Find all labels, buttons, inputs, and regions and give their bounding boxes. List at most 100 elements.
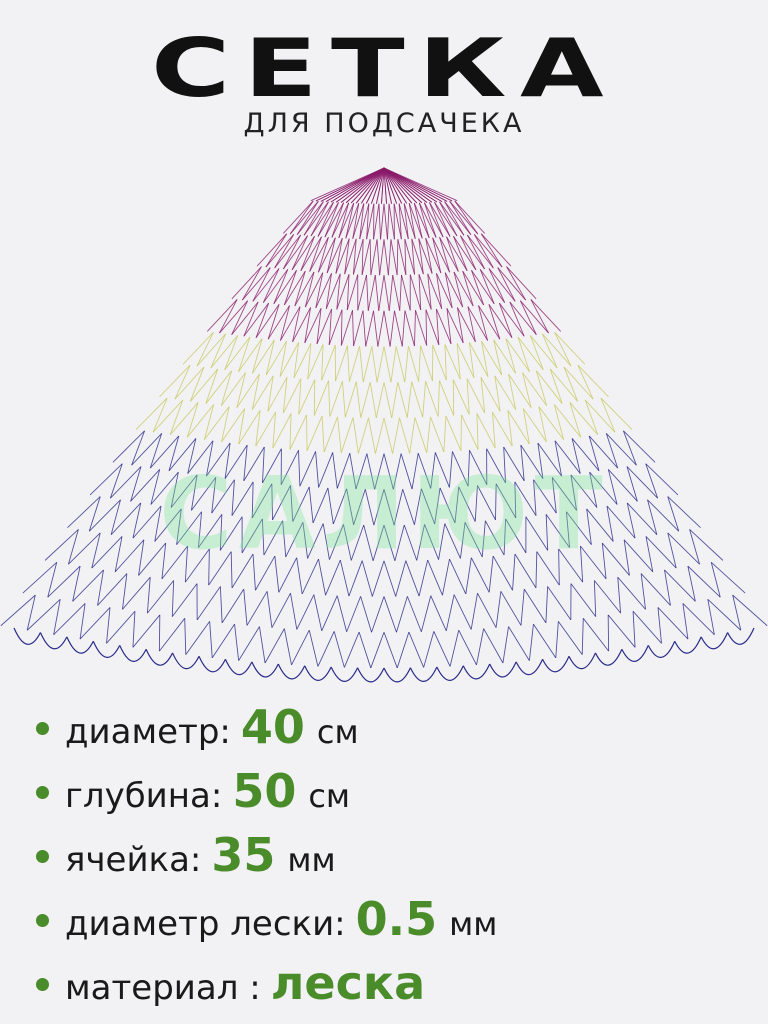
net-strand bbox=[480, 377, 486, 413]
net-strand bbox=[122, 576, 151, 610]
net-strand bbox=[301, 558, 319, 595]
net-strand bbox=[647, 499, 658, 535]
net-strand bbox=[554, 440, 581, 474]
net-strand bbox=[267, 377, 288, 412]
net-strand bbox=[168, 435, 180, 471]
net-strand bbox=[383, 167, 393, 204]
net-strand bbox=[209, 621, 213, 658]
net-strand bbox=[446, 236, 459, 272]
net-strand bbox=[366, 203, 370, 240]
net-strand bbox=[557, 621, 583, 655]
net-strand bbox=[345, 167, 385, 204]
net-strand bbox=[282, 378, 302, 414]
bullet-icon bbox=[36, 786, 49, 799]
net-strand bbox=[443, 415, 447, 453]
net-strand bbox=[444, 344, 461, 380]
net-strand bbox=[205, 368, 219, 404]
net-strand bbox=[645, 463, 679, 496]
net-strand bbox=[352, 203, 365, 239]
net-strand bbox=[362, 346, 373, 383]
net-strand bbox=[256, 233, 288, 267]
net-strand bbox=[296, 557, 303, 595]
net-strand bbox=[588, 435, 619, 469]
net-strand bbox=[505, 518, 527, 554]
net-strand bbox=[132, 611, 136, 648]
net-strand bbox=[383, 167, 458, 202]
net-strand bbox=[274, 234, 301, 269]
net-strand bbox=[236, 372, 246, 408]
net-strand bbox=[417, 452, 432, 489]
net-strand bbox=[265, 233, 288, 268]
net-strand bbox=[439, 201, 465, 236]
net-strand bbox=[211, 479, 235, 514]
spec-item: ячейка: 35 мм bbox=[36, 828, 497, 892]
net-strand bbox=[571, 438, 600, 472]
net-strand bbox=[372, 525, 385, 561]
net-strand bbox=[374, 453, 385, 490]
net-strand bbox=[154, 505, 162, 542]
net-strand bbox=[294, 271, 306, 307]
net-strand bbox=[362, 310, 367, 347]
net-rim-loop bbox=[172, 652, 200, 670]
net-strand bbox=[394, 524, 405, 561]
net-strand bbox=[427, 273, 443, 309]
net-strand bbox=[224, 444, 248, 479]
net-strand bbox=[328, 309, 343, 345]
net-strand bbox=[282, 200, 314, 234]
net-strand bbox=[358, 631, 372, 669]
net-strand bbox=[291, 629, 310, 666]
spec-label: ячейка: bbox=[65, 840, 202, 880]
net-strand bbox=[264, 628, 285, 664]
net-strand bbox=[468, 342, 489, 377]
net-strand bbox=[53, 599, 61, 635]
net-strand bbox=[97, 569, 104, 606]
net-strand bbox=[205, 440, 214, 477]
net-strand bbox=[444, 523, 461, 559]
net-strand bbox=[473, 234, 494, 269]
spec-unit: см bbox=[316, 713, 359, 751]
net-strand bbox=[383, 167, 413, 204]
net-strand bbox=[488, 268, 516, 302]
net-strand bbox=[309, 237, 329, 272]
net-strand bbox=[352, 203, 360, 239]
net-strand bbox=[219, 300, 248, 334]
net-strand bbox=[404, 238, 416, 275]
net-strand bbox=[184, 546, 188, 583]
net-strand bbox=[566, 511, 592, 545]
net-strand bbox=[493, 339, 503, 376]
net-strand bbox=[446, 308, 464, 344]
net-strand bbox=[551, 477, 557, 514]
net-strand bbox=[383, 596, 397, 633]
net-strand bbox=[600, 397, 633, 430]
net-strand bbox=[425, 238, 433, 274]
net-strand bbox=[383, 310, 391, 347]
bullet-icon bbox=[36, 914, 49, 927]
net-strand bbox=[460, 235, 485, 270]
net-strand bbox=[186, 402, 199, 438]
net-strand bbox=[581, 618, 584, 655]
net-strand bbox=[383, 203, 388, 240]
net-strand bbox=[241, 266, 262, 301]
net-strand bbox=[418, 202, 437, 238]
net-strand bbox=[383, 632, 398, 669]
net-strand bbox=[364, 489, 375, 526]
net-strand bbox=[380, 203, 385, 240]
net-strand bbox=[408, 631, 425, 668]
net-strand bbox=[383, 560, 397, 597]
net-strand bbox=[383, 167, 438, 203]
net-rim-loop bbox=[13, 627, 41, 645]
net-strand bbox=[231, 266, 262, 300]
net-strand bbox=[255, 555, 276, 591]
net-strand bbox=[545, 514, 570, 548]
net-strand bbox=[355, 453, 368, 490]
net-strand bbox=[340, 310, 353, 346]
net-strand bbox=[488, 304, 501, 340]
net-strand bbox=[390, 239, 398, 276]
net-strand bbox=[498, 303, 513, 338]
net-strand bbox=[72, 566, 81, 602]
net-strand bbox=[289, 200, 319, 235]
net-strand bbox=[411, 381, 424, 418]
net-rim-loop bbox=[224, 659, 253, 676]
net-strand bbox=[159, 618, 186, 652]
net-strand bbox=[545, 586, 549, 623]
